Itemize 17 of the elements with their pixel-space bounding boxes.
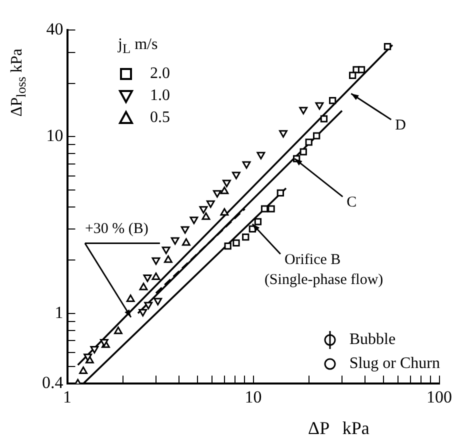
annotation: Bubble	[349, 331, 396, 349]
annotation: D	[395, 118, 406, 134]
x-axis-title: ΔP kPa	[308, 418, 370, 439]
legend-label: 0.5	[150, 109, 170, 128]
annotation: C	[346, 194, 357, 211]
y-tick-label: 1	[54, 302, 64, 322]
y-tick-label: 0.4	[42, 373, 64, 392]
annotation: +30 % (B)	[84, 221, 148, 238]
legend-title: j$_{L}$ m/s	[118, 36, 159, 58]
x-tick-label: 10	[244, 387, 262, 406]
annotation: Orifice B (Single-phase flow)	[264, 252, 384, 288]
annotation: Slug or Churn	[349, 355, 440, 373]
y-tick-label: 40	[46, 20, 64, 39]
x-tick-label: 100	[426, 387, 452, 406]
legend-label: 2.0	[150, 65, 170, 84]
y-tick-label: 10	[46, 126, 64, 146]
legend-label: 1.0	[150, 87, 170, 106]
